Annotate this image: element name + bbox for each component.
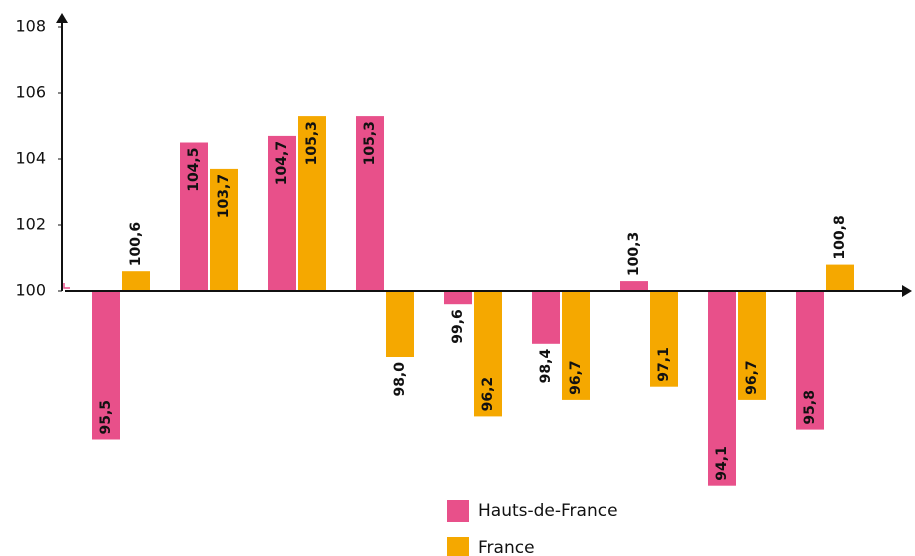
value-label: 98,4 (538, 349, 554, 384)
value-label: 98,0 (392, 362, 408, 397)
value-label: 104,7 (274, 141, 290, 185)
axis-break (63, 283, 70, 289)
bar (532, 291, 560, 344)
value-label: 99,6 (450, 309, 466, 344)
bar (92, 291, 120, 440)
bar (356, 116, 384, 291)
value-label: 95,8 (802, 390, 818, 425)
legend-label: Hauts-de-France (478, 501, 618, 521)
y-tick-label: 104 (15, 149, 46, 168)
bar (298, 116, 326, 291)
legend-swatch (447, 537, 469, 556)
value-label: 100,6 (128, 222, 144, 266)
bar (796, 291, 824, 430)
bar (444, 291, 472, 305)
bar (180, 142, 208, 291)
bar (122, 271, 150, 291)
bar (386, 291, 414, 357)
y-axis-arrow (56, 13, 68, 23)
y-tick-label: 108 (15, 17, 46, 36)
bar (210, 168, 238, 291)
bar (620, 281, 648, 291)
value-label: 96,7 (744, 360, 760, 395)
bar (738, 291, 766, 400)
value-label: 100,8 (832, 215, 848, 259)
value-label: 94,1 (714, 446, 730, 481)
y-tick-label: 106 (15, 83, 46, 102)
bar (268, 135, 296, 291)
y-tick-label: 102 (15, 215, 46, 234)
value-label: 104,5 (186, 148, 202, 192)
legend-label: France (478, 538, 535, 556)
bar (650, 291, 678, 387)
value-label: 105,3 (304, 121, 320, 165)
y-tick-label: 100 (15, 281, 46, 300)
value-label: 96,2 (480, 377, 496, 412)
value-label: 96,7 (568, 360, 584, 395)
bar (562, 291, 590, 400)
value-label: 100,3 (626, 232, 642, 276)
value-label: 105,3 (362, 121, 378, 165)
value-label: 95,5 (98, 400, 114, 435)
value-label: 103,7 (216, 174, 232, 218)
value-label: 97,1 (656, 347, 672, 382)
bar (826, 264, 854, 291)
x-axis-arrow (902, 285, 912, 297)
bar (474, 291, 502, 417)
legend-swatch (447, 500, 469, 522)
bar (708, 291, 736, 486)
